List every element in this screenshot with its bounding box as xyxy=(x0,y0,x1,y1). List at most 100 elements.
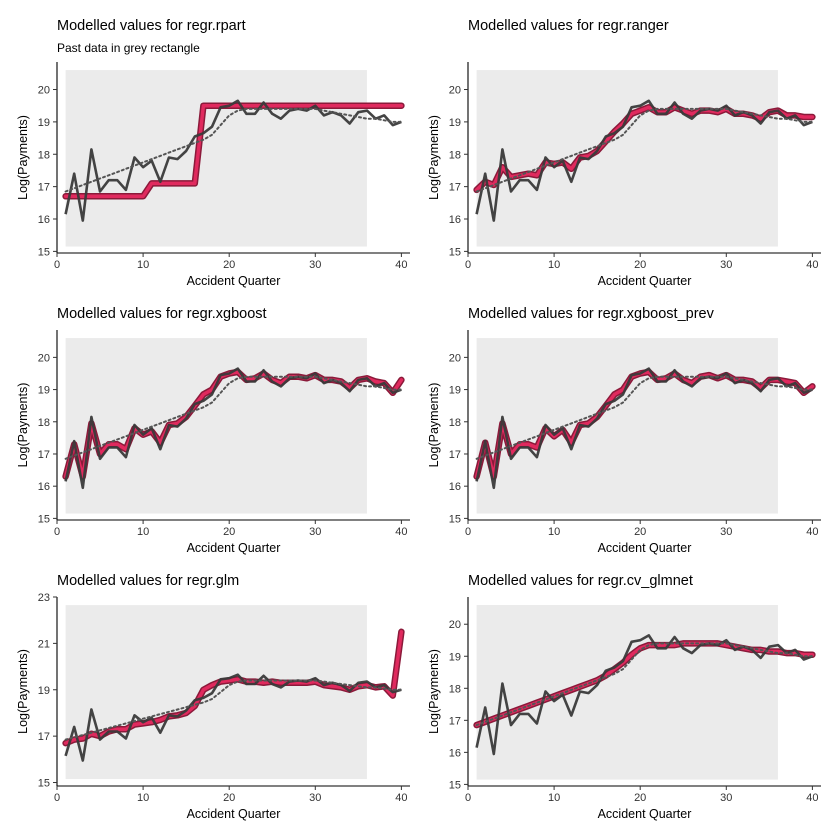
y-tick-label: 19 xyxy=(449,385,461,397)
y-tick-label: 15 xyxy=(38,246,50,258)
chart-title: Modelled values for regr.rpart xyxy=(57,18,246,34)
y-tick-label: 19 xyxy=(449,651,461,663)
actual-line xyxy=(64,99,402,222)
x-tick-label: 30 xyxy=(720,792,732,804)
x-tick-label: 0 xyxy=(465,259,471,271)
past-data-region xyxy=(65,70,367,247)
x-axis-label: Accident Quarter xyxy=(187,807,281,821)
past-data-region xyxy=(65,338,367,514)
y-axis-label: Log(Payments) xyxy=(16,115,30,200)
y-tick-label: 18 xyxy=(449,417,461,429)
y-tick-label: 17 xyxy=(38,449,50,461)
actual-line xyxy=(475,367,813,490)
y-tick-label: 20 xyxy=(449,619,461,631)
chart-subtitle: Past data in grey rectangle xyxy=(57,41,200,55)
trend-line xyxy=(475,107,814,193)
x-tick-label: 40 xyxy=(395,259,407,271)
chart-title: Modelled values for regr.glm xyxy=(57,573,239,589)
chart-title: Modelled values for regr.cv_glmnet xyxy=(468,573,693,589)
x-tick-label: 40 xyxy=(806,259,818,271)
y-tick-label: 17 xyxy=(449,182,461,194)
x-axis-label: Accident Quarter xyxy=(598,274,692,288)
trend-line xyxy=(64,107,403,193)
y-axis-label: Log(Payments) xyxy=(427,115,441,200)
x-tick-label: 10 xyxy=(137,526,149,538)
past-data-region xyxy=(476,70,778,247)
x-tick-label: 40 xyxy=(806,526,818,538)
actual-line xyxy=(475,634,813,756)
x-tick-label: 10 xyxy=(137,792,149,804)
x-tick-label: 20 xyxy=(634,792,646,804)
chart-panel-1: Modelled values for regr.rpart Past data … xyxy=(16,18,410,288)
chart-panel-5: Modelled values for regr.glm 15 17 19 21 23 0 1… xyxy=(16,573,410,821)
y-axis-label: Log(Payments) xyxy=(16,383,30,468)
x-tick-label: 40 xyxy=(806,792,818,804)
chart-panel-4: Modelled values for regr.xgboost_prev 15 1… xyxy=(427,306,821,555)
y-tick-label: 15 xyxy=(38,778,50,790)
x-tick-label: 30 xyxy=(309,792,321,804)
y-tick-label: 15 xyxy=(38,513,50,525)
trend-line xyxy=(475,375,814,460)
actual-line xyxy=(64,367,402,490)
past-data-region xyxy=(476,338,778,514)
y-tick-label: 23 xyxy=(38,592,50,604)
y-tick-label: 18 xyxy=(38,149,50,161)
chart-panel-6: Modelled values for regr.cv_glmnet 15 16 17… xyxy=(427,573,821,821)
x-tick-label: 30 xyxy=(309,259,321,271)
y-axis-label: Log(Payments) xyxy=(427,383,441,468)
y-tick-label: 16 xyxy=(449,481,461,493)
y-tick-label: 15 xyxy=(449,246,461,258)
y-tick-label: 17 xyxy=(449,449,461,461)
y-tick-label: 16 xyxy=(449,747,461,759)
x-tick-label: 20 xyxy=(223,792,235,804)
x-tick-label: 0 xyxy=(54,792,60,804)
chart-panel-2: Modelled values for regr.ranger 15 16 17 18 1… xyxy=(427,18,821,288)
modelled-line xyxy=(63,103,404,199)
y-tick-label: 16 xyxy=(38,214,50,226)
y-tick-label: 20 xyxy=(38,85,50,97)
x-tick-label: 20 xyxy=(223,526,235,538)
y-tick-label: 21 xyxy=(38,638,50,650)
chart-title: Modelled values for regr.xgboost xyxy=(57,306,267,322)
y-tick-label: 18 xyxy=(449,149,461,161)
x-tick-label: 40 xyxy=(395,526,407,538)
y-tick-label: 15 xyxy=(449,513,461,525)
actual-line xyxy=(475,99,813,222)
x-axis-label: Accident Quarter xyxy=(187,274,281,288)
x-tick-label: 0 xyxy=(54,526,60,538)
y-tick-label: 20 xyxy=(38,352,50,364)
x-tick-label: 20 xyxy=(634,526,646,538)
y-tick-label: 18 xyxy=(449,683,461,695)
x-tick-label: 10 xyxy=(548,259,560,271)
past-data-region xyxy=(476,605,778,780)
x-tick-label: 30 xyxy=(720,259,732,271)
x-tick-label: 10 xyxy=(548,526,560,538)
y-tick-label: 19 xyxy=(38,117,50,129)
x-tick-label: 0 xyxy=(465,526,471,538)
y-tick-label: 17 xyxy=(38,731,50,743)
y-tick-label: 19 xyxy=(38,685,50,697)
y-axis-label: Log(Payments) xyxy=(427,649,441,734)
x-tick-label: 0 xyxy=(54,259,60,271)
actual-line xyxy=(64,673,402,762)
chart-title: Modelled values for regr.ranger xyxy=(468,18,669,34)
modelled-line xyxy=(474,370,815,479)
chart-panel-3: Modelled values for regr.xgboost 15 16 17 18… xyxy=(16,306,410,555)
x-axis-label: Accident Quarter xyxy=(187,541,281,555)
modelled-line xyxy=(474,105,815,192)
x-tick-label: 40 xyxy=(395,792,407,804)
y-tick-label: 18 xyxy=(38,417,50,429)
x-tick-label: 20 xyxy=(634,259,646,271)
modelled-line xyxy=(63,370,404,479)
past-data-region xyxy=(65,605,367,780)
x-tick-label: 30 xyxy=(309,526,321,538)
x-tick-label: 0 xyxy=(465,792,471,804)
x-axis-label: Accident Quarter xyxy=(598,807,692,821)
x-tick-label: 10 xyxy=(548,792,560,804)
y-tick-label: 16 xyxy=(449,214,461,226)
y-tick-label: 17 xyxy=(38,182,50,194)
y-tick-label: 19 xyxy=(38,385,50,397)
trend-line xyxy=(64,375,403,460)
trend-line xyxy=(64,679,403,741)
y-tick-label: 20 xyxy=(449,85,461,97)
